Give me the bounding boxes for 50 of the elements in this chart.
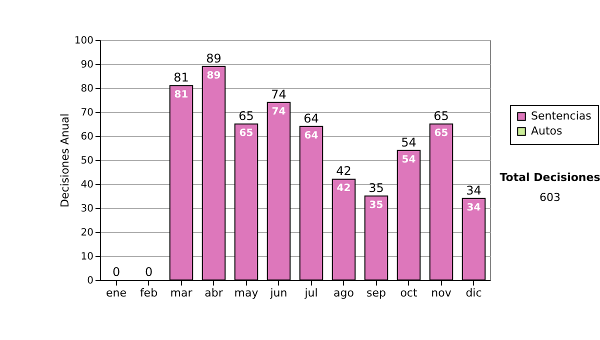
total-label: 74 bbox=[271, 87, 286, 102]
x-tick-label: dic bbox=[466, 286, 482, 300]
data-label: 35 bbox=[369, 200, 384, 211]
y-tick-label: 80 bbox=[80, 84, 94, 94]
x-tick-label: oct bbox=[400, 286, 418, 300]
total-label: 89 bbox=[206, 51, 222, 66]
x-tick-label: jul bbox=[304, 286, 318, 300]
y-tick-label: 60 bbox=[80, 132, 94, 142]
y-tick-label: 20 bbox=[80, 228, 94, 238]
y-tick-label: 90 bbox=[80, 60, 94, 70]
data-label: 64 bbox=[304, 130, 318, 142]
x-tick-label: jun bbox=[269, 286, 288, 300]
y-tick-label: 10 bbox=[80, 252, 94, 262]
x-tick-label: ene bbox=[106, 286, 127, 300]
x-tick-label: abr bbox=[204, 286, 224, 300]
y-tick-label: 0 bbox=[87, 276, 94, 286]
text: 603 bbox=[540, 191, 560, 204]
text: Total Decisiones bbox=[500, 171, 600, 184]
data-label: 89 bbox=[206, 70, 221, 82]
data-label: 65 bbox=[239, 128, 254, 139]
x-tick-label: sep bbox=[366, 286, 386, 300]
total-label: 35 bbox=[368, 181, 384, 195]
y-tick-label: 40 bbox=[80, 180, 94, 190]
x-tick-label: may bbox=[234, 286, 259, 300]
total-label: 65 bbox=[434, 109, 449, 123]
data-label: 74 bbox=[272, 106, 286, 118]
x-tick-label: nov bbox=[431, 286, 452, 300]
total-label: 0 bbox=[144, 265, 153, 279]
x-tick-label: mar bbox=[170, 286, 193, 300]
total-label: 81 bbox=[174, 70, 189, 85]
x-tick-label: feb bbox=[140, 286, 158, 300]
y-tick-label: 30 bbox=[80, 204, 94, 214]
total-label: 54 bbox=[401, 135, 416, 150]
y-tick-label: 70 bbox=[80, 108, 94, 118]
total-label: 0 bbox=[112, 265, 120, 279]
data-label: 54 bbox=[402, 154, 416, 166]
data-label: 34 bbox=[466, 202, 481, 214]
total-label: 42 bbox=[336, 164, 352, 178]
total-label: 65 bbox=[238, 109, 254, 123]
data-label: 81 bbox=[174, 90, 188, 101]
legend-label: Sentencias bbox=[531, 110, 592, 122]
data-label: 42 bbox=[336, 183, 351, 194]
y-tick-label: 50 bbox=[80, 156, 94, 166]
total-label: 34 bbox=[466, 183, 482, 198]
data-label: 65 bbox=[434, 128, 448, 139]
y-axis-title: Decisiones Anual bbox=[58, 113, 72, 208]
x-tick-label: ago bbox=[334, 286, 354, 300]
y-tick-label: 100 bbox=[74, 36, 94, 46]
total-label: 64 bbox=[304, 111, 319, 126]
legend-label: Autos bbox=[531, 124, 563, 138]
